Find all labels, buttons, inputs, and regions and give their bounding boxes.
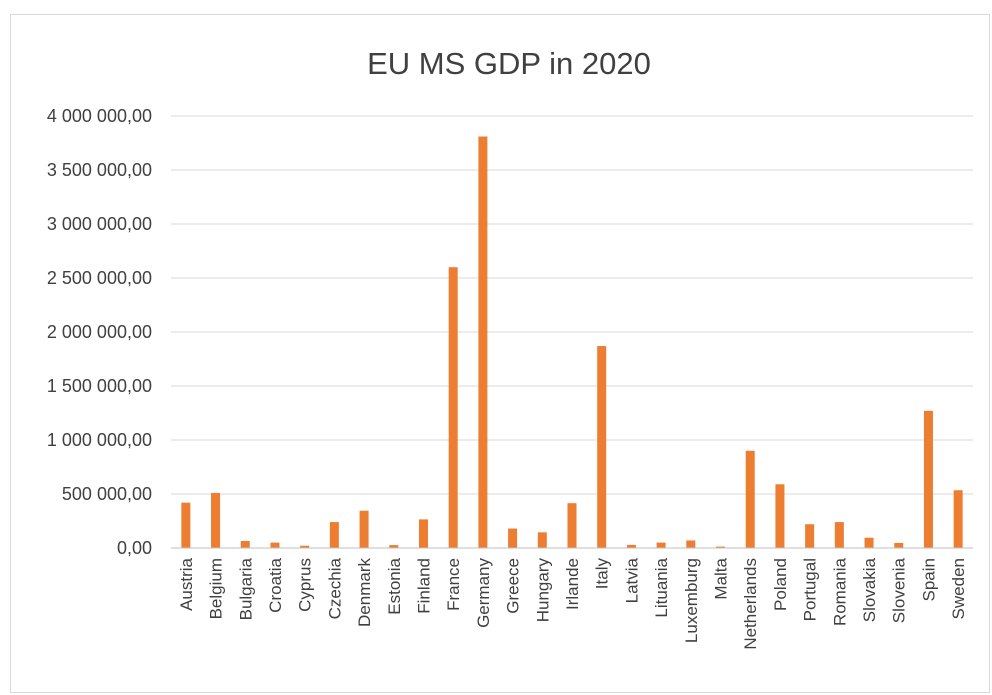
x-tick-label: Finland <box>414 558 433 614</box>
x-tick-label: Slovenia <box>890 557 909 623</box>
bar <box>270 542 280 548</box>
bar <box>389 545 399 548</box>
x-tick-label: Poland <box>771 558 790 611</box>
x-tick-label: Czechia <box>325 557 344 619</box>
y-tick-label: 1 000 000,00 <box>47 430 152 450</box>
x-tick-label: Luxemburg <box>682 558 701 643</box>
gridlines <box>171 115 973 495</box>
y-axis-tick-labels: 0,00 500 000,00 1 000 000,00 1 500 000,00 2 … <box>47 106 152 558</box>
x-tick-label: Denmark <box>355 558 374 627</box>
bar <box>894 542 904 548</box>
y-tick-label: 2 000 000,00 <box>47 322 152 342</box>
bar <box>211 492 221 548</box>
bar <box>834 522 844 548</box>
x-tick-label: Latvia <box>622 557 641 603</box>
bar <box>329 522 339 548</box>
bars <box>181 136 963 548</box>
bar <box>656 542 666 548</box>
chart-title: EU MS GDP in 2020 <box>367 46 651 81</box>
y-tick-label: 0,00 <box>117 538 152 558</box>
bar <box>448 267 458 548</box>
x-tick-label: France <box>444 558 463 611</box>
x-tick-label: Irlande <box>563 558 582 610</box>
x-tick-label: Hungary <box>533 558 552 623</box>
y-tick-label: 2 500 000,00 <box>47 268 152 288</box>
bar-chart: EU MS GDP in 2020 0,00 500 000,00 1 000 00… <box>47 46 973 650</box>
bar <box>567 503 577 548</box>
bar <box>597 346 607 548</box>
bar <box>745 450 755 548</box>
bar <box>864 537 874 548</box>
bar <box>181 502 191 548</box>
bar <box>508 528 518 548</box>
x-tick-label: Estonia <box>385 557 404 614</box>
x-tick-label: Italy <box>593 558 612 590</box>
x-tick-label: Lituania <box>652 557 671 617</box>
bar <box>686 540 696 548</box>
x-tick-label: Portugal <box>801 558 820 621</box>
bar <box>537 532 547 548</box>
x-tick-label: Netherlands <box>741 558 760 650</box>
bar <box>953 490 963 548</box>
x-tick-label: Belgium <box>207 558 226 619</box>
bar <box>775 484 785 548</box>
x-tick-label: Slovakia <box>860 557 879 622</box>
x-tick-label: Germany <box>474 558 493 628</box>
y-tick-label: 3 500 000,00 <box>47 160 152 180</box>
x-axis-tick-labels: Austria Belgium Bulgaria Croatia Cyprus Czech… <box>177 557 968 649</box>
bar <box>300 545 310 548</box>
x-tick-label: Bulgaria <box>236 557 255 620</box>
y-tick-label: 3 000 000,00 <box>47 214 152 234</box>
x-tick-label: Austria <box>177 557 196 610</box>
bar <box>418 519 428 548</box>
x-tick-label: Croatia <box>266 557 285 612</box>
bar <box>240 540 250 548</box>
bar <box>716 546 726 548</box>
y-tick-label: 1 500 000,00 <box>47 376 152 396</box>
bar <box>923 410 933 548</box>
x-tick-label: Malta <box>712 557 731 599</box>
x-tick-label: Romania <box>830 557 849 626</box>
y-tick-label: 4 000 000,00 <box>47 106 152 126</box>
x-tick-label: Spain <box>919 558 938 601</box>
chart-frame: EU MS GDP in 2020 0,00 500 000,00 1 000 00… <box>10 14 990 693</box>
x-tick-label: Cyprus <box>296 558 315 612</box>
bar <box>359 510 369 548</box>
bar <box>805 524 815 548</box>
y-tick-label: 500 000,00 <box>62 484 152 504</box>
bar <box>478 136 488 548</box>
bar <box>626 544 636 548</box>
x-tick-label: Greece <box>504 558 523 614</box>
x-tick-label: Sweden <box>949 558 968 619</box>
